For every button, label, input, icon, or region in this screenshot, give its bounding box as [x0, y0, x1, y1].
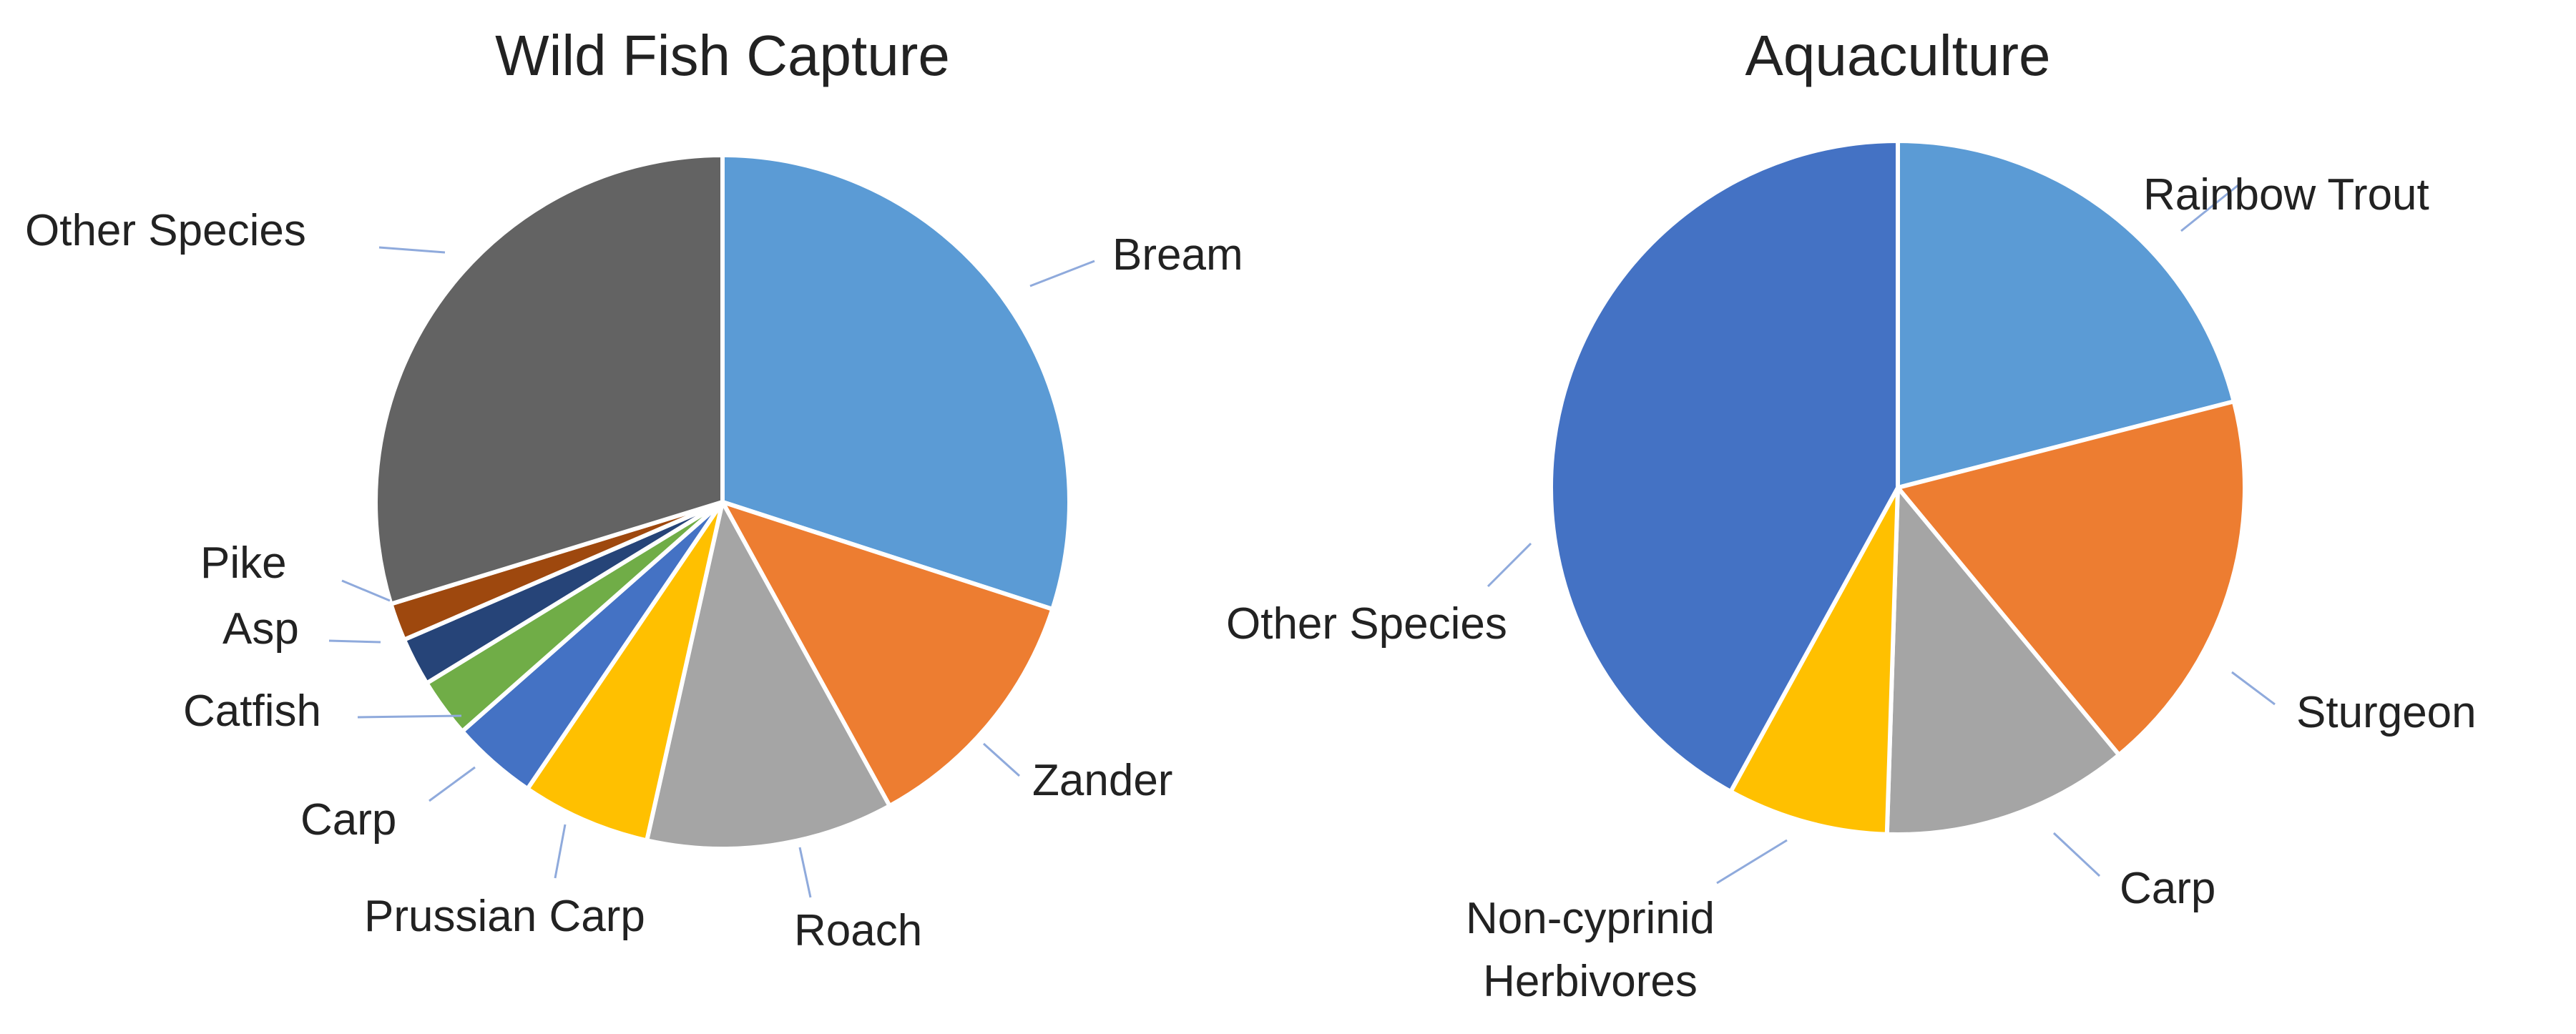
pie-slice-wild-fish-capture-other-species: [373, 152, 725, 607]
slice-label-wild-fish-capture-other-species: Other Species: [25, 206, 306, 255]
slice-label-wild-fish-capture-zander: Zander: [1032, 756, 1172, 805]
leader-line-wild-fish-capture-other-species: [378, 246, 446, 254]
leader-line-wild-fish-capture-pike: [341, 579, 391, 602]
pie-slice-aquaculture-non-cyprinid-herbivores: [1728, 486, 1900, 837]
chart-title-wild-fish-capture: Wild Fish Capture: [495, 24, 950, 87]
pie-slice-aquaculture-rainbow-trout: [1896, 138, 2237, 491]
slice-label-wild-fish-capture-asp: Asp: [222, 604, 299, 654]
pie-slice-wild-fish-capture-zander: [718, 498, 1056, 809]
slice-label-aquaculture-non-cyprinid-herbivores: Non-cyprinid Herbivores: [1466, 894, 1715, 1006]
pie-slice-aquaculture-sturgeon: [1894, 398, 2247, 758]
pie-chart-aquaculture: Aquaculture Rainbow Trout Sturgeon Carp Non…: [1226, 24, 2477, 1006]
slice-label-wild-fish-capture-carp: Carp: [300, 795, 396, 845]
leader-line-wild-fish-capture-zander: [982, 742, 1021, 777]
pie-slice-wild-fish-capture-roach: [644, 496, 893, 851]
leader-line-aquaculture-rainbow-trout: [2180, 183, 2240, 232]
slice-label-wild-fish-capture-pike: Pike: [200, 538, 287, 588]
chart-title-aquaculture: Aquaculture: [1745, 24, 2051, 87]
pie-slice-wild-fish-capture-prussian-carp: [524, 501, 725, 843]
slice-label-wild-fish-capture-prussian-carp: Prussian Carp: [364, 892, 645, 941]
slice-label-aquaculture-other-species: Other Species: [1226, 599, 1507, 649]
pie-slice-aquaculture-carp: [1884, 481, 2122, 837]
slice-label-aquaculture-sturgeon: Sturgeon: [2296, 688, 2477, 737]
leader-line-wild-fish-capture-bream: [1029, 260, 1095, 287]
slice-label-wild-fish-capture-bream: Bream: [1112, 230, 1243, 280]
leader-line-wild-fish-capture-catfish: [357, 714, 462, 719]
leader-line-wild-fish-capture-asp: [328, 639, 381, 644]
pie-chart-wild-fish-capture: Wild Fish Capture Bream Zander Roach Prussi…: [25, 24, 1243, 955]
slice-label-aquaculture-carp: Carp: [2120, 864, 2215, 913]
leader-line-wild-fish-capture-prussian-carp: [554, 824, 567, 879]
pie-slice-aquaculture-other-species: [1549, 138, 1900, 795]
leader-line-aquaculture-carp: [2052, 832, 2101, 877]
slice-label-wild-fish-capture-catfish: Catfish: [183, 686, 321, 736]
leader-line-aquaculture-sturgeon: [2231, 671, 2276, 706]
leader-line-wild-fish-capture-roach: [798, 847, 812, 898]
slice-label-wild-fish-capture-roach: Roach: [794, 906, 922, 955]
leader-line-aquaculture-other-species: [1487, 542, 1532, 588]
pie-slice-wild-fish-capture-bream: [720, 152, 1072, 612]
leader-line-wild-fish-capture-carp: [428, 766, 476, 802]
slice-label-aquaculture-rainbow-trout: Rainbow Trout: [2143, 170, 2429, 220]
leader-line-aquaculture-non-cyprinid-herbivores: [1716, 839, 1788, 885]
